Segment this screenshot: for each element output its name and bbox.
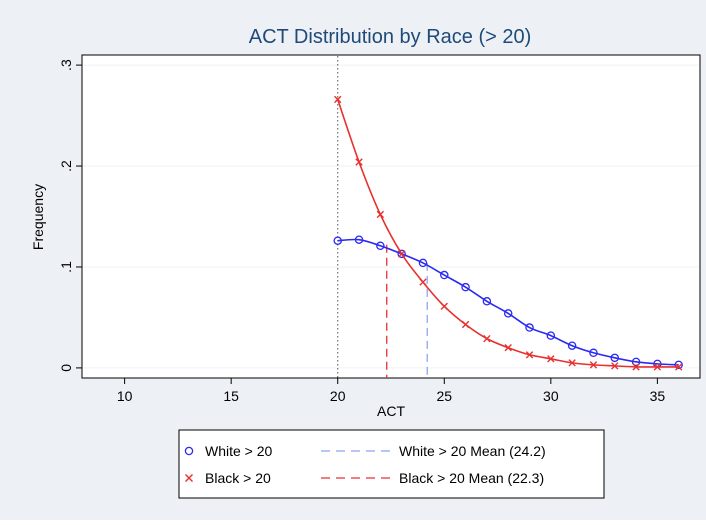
black-data-point [589,361,598,369]
y-tick-label: .2 [58,160,74,172]
x-axis-label: ACT [377,403,405,419]
black-data-point [483,334,491,343]
black-data-point [525,351,534,359]
plot-marks [333,56,683,378]
black-data-point [461,320,470,329]
black-data-point [334,95,342,104]
white-series-line [337,238,679,366]
white-data-point [525,323,534,332]
white-data-point [674,360,683,370]
chart-title: ACT Distribution by Race (> 20) [249,26,532,48]
legend-black-label: Black > 20 [205,470,271,486]
white-data-point [461,282,470,292]
white-data-point [503,309,513,318]
black-data-point [419,278,427,286]
legend-white-label: White > 20 [205,443,273,459]
x-tick-label: 15 [223,388,239,404]
black-data-point [504,344,512,352]
legend-box [178,429,605,499]
x-tick-label: 35 [650,388,666,404]
white-data-point [610,353,620,363]
black-data-point [568,359,576,367]
black-data-point [355,158,363,166]
legend-black-marker-icon [185,474,193,482]
legend: White > 20 Black > 20 White > 20 Mean (2… [178,429,605,499]
black-data-point [376,210,385,219]
x-tick-label: 25 [436,388,452,404]
black-data-point [653,363,662,371]
white-data-point [546,331,556,340]
plot-area [81,54,701,379]
white-data-point [354,235,364,244]
y-tick-label: 0 [58,364,74,372]
axis-ticks: 0 .1 .2 .3 10 15 20 25 30 35 [58,59,665,404]
white-data-point [418,258,428,268]
x-tick-label: 30 [543,388,559,404]
y-tick-label: .1 [58,261,74,273]
black-data-point [397,250,406,258]
y-tick-label: .3 [58,59,74,71]
black-data-point [611,362,619,370]
white-data-point [589,348,598,358]
legend-white-marker-icon [184,446,194,456]
white-data-point [631,357,641,367]
y-axis-label: Frequency [30,184,46,250]
x-tick-label: 20 [330,388,346,404]
x-tick-label: 10 [117,388,133,404]
black-data-point [547,355,555,363]
white-data-point [482,297,492,306]
black-data-point [674,363,683,371]
white-data-point [397,249,406,259]
legend-white-mean-label: White > 20 Mean (24.2) [399,443,546,459]
white-data-point [567,341,577,350]
white-data-point [376,241,385,251]
black-data-point [632,363,640,371]
white-data-point [440,270,449,280]
black-data-point [440,302,448,311]
legend-black-mean-label: Black > 20 Mean (22.3) [399,470,544,486]
white-data-point [333,236,342,245]
